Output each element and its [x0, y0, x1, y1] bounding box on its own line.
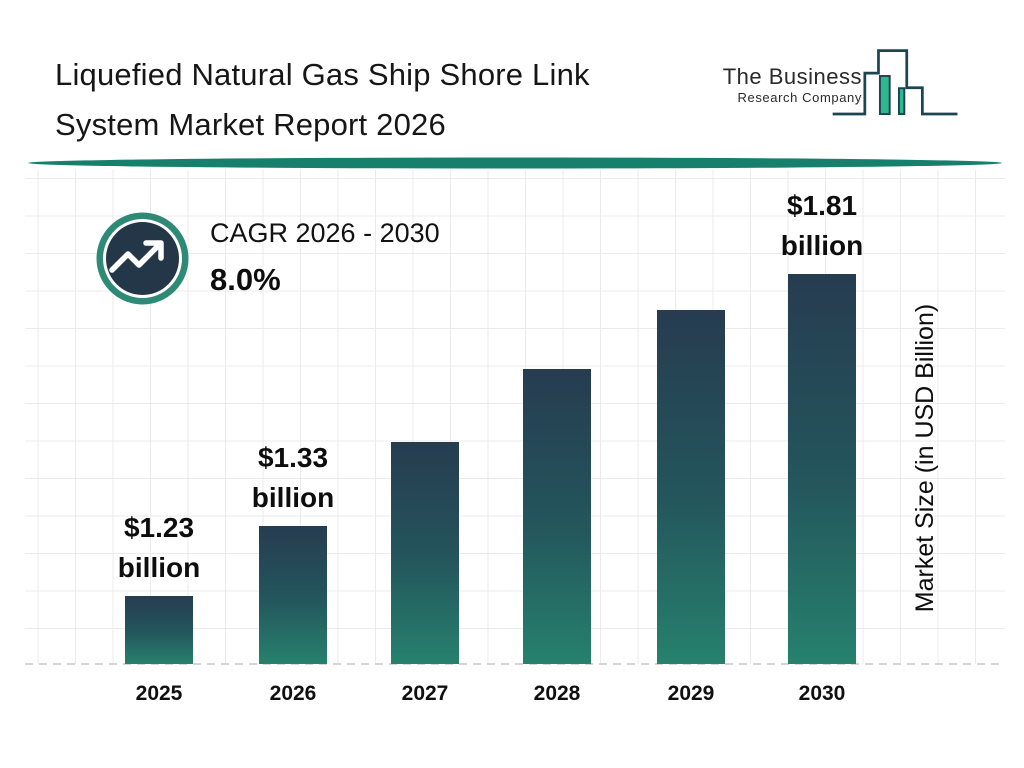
trend-up-arrow-icon — [96, 212, 189, 305]
y-axis-label: Market Size (in USD Billion) — [911, 303, 939, 613]
page-title: Liquefied Natural Gas Ship Shore Link Sy… — [55, 50, 755, 150]
page-title-line2: System Market Report 2026 — [55, 107, 446, 142]
page-title-line1: Liquefied Natural Gas Ship Shore Link — [55, 57, 590, 92]
cagr-period-label: CAGR 2026 - 2030 — [210, 218, 440, 248]
bar-2027 — [391, 442, 459, 664]
x-axis-label-2025: 2025 — [135, 682, 183, 705]
company-logo: The Business Research Company — [710, 36, 1000, 126]
x-axis-baseline — [25, 663, 1005, 665]
logo-company-name: The Business — [722, 64, 862, 89]
x-axis-label-2030: 2030 — [798, 682, 846, 705]
bar-chart-logo-icon — [832, 49, 958, 116]
bar-2029 — [657, 310, 725, 664]
x-axis-label-2029: 2029 — [667, 682, 715, 705]
logo-company-subtitle: Research Company — [737, 90, 862, 105]
bar-2028 — [523, 369, 591, 664]
header-divider — [28, 157, 1002, 169]
bar-2030 — [788, 274, 856, 664]
cagr-value: 8.0% — [210, 262, 281, 297]
x-axis-label-2028: 2028 — [533, 682, 581, 705]
bar-2026 — [259, 526, 327, 664]
value-label-2030: $1.81 billion — [780, 190, 864, 261]
plot-area: $1.23 billion $1.33 billion $1.81 billion — [25, 170, 1005, 665]
bar-2025 — [125, 596, 193, 664]
value-label-2025: $1.23 billion — [117, 512, 201, 583]
x-axis-label-2026: 2026 — [269, 682, 317, 705]
value-label-2026: $1.33 billion — [251, 442, 335, 513]
x-axis-label-2027: 2027 — [401, 682, 449, 705]
